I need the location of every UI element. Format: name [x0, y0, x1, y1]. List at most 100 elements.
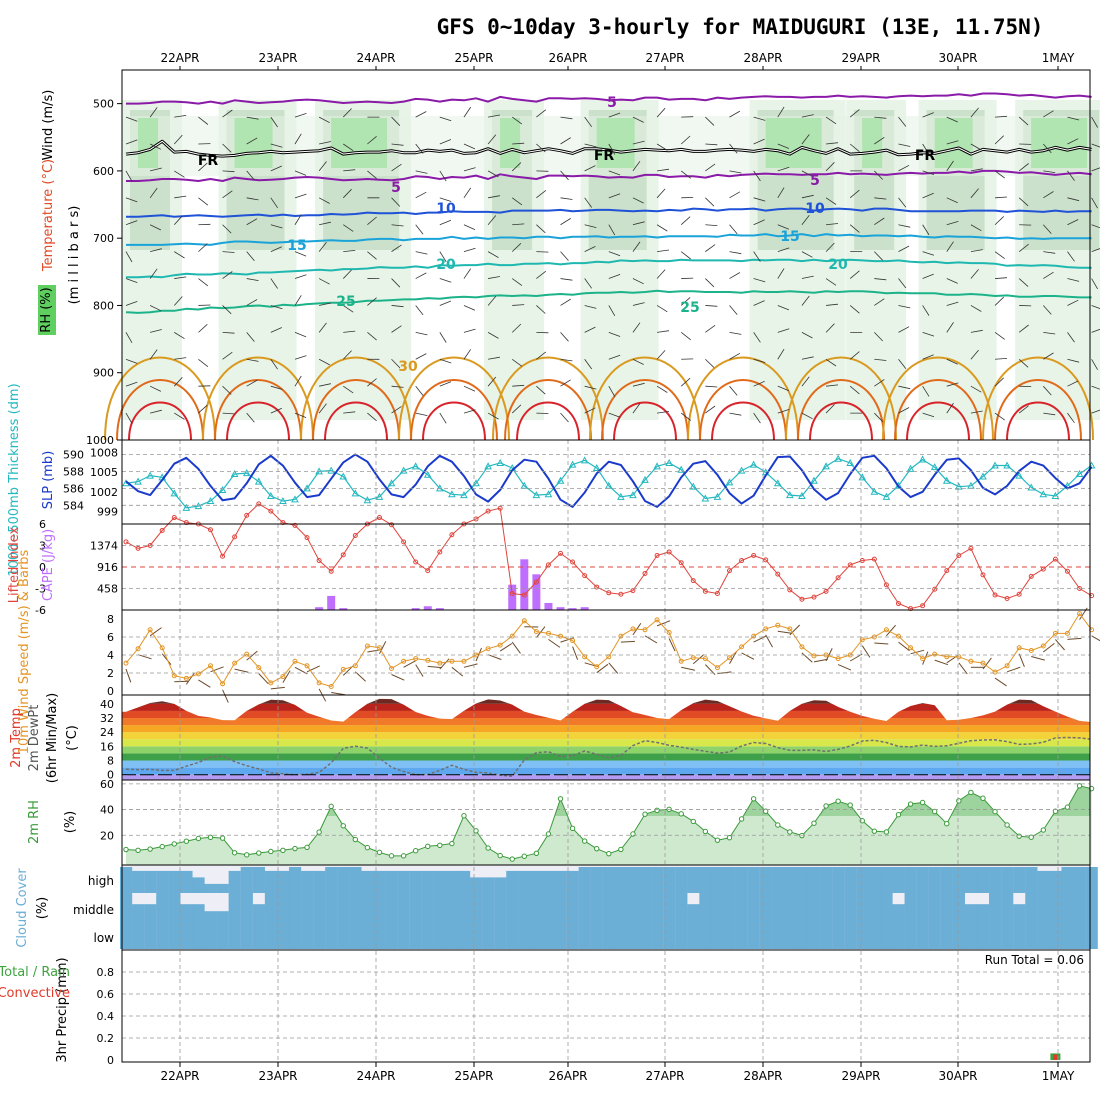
wind-barb-10m [608, 662, 619, 674]
wind-barb [270, 359, 278, 370]
wind-barb [849, 143, 860, 153]
wind-barb [632, 221, 645, 226]
cloud-level-label: middle [73, 903, 114, 917]
contour-label: 20 [828, 257, 848, 273]
warm-contour-35 [504, 379, 592, 441]
cloud-bar-high [1073, 867, 1086, 893]
rh-point [642, 811, 648, 817]
wind-barb-10m [874, 642, 889, 645]
wind-barb [367, 216, 377, 226]
wind-speed-point [195, 671, 201, 677]
cloud-bar-low [699, 921, 712, 949]
wind-barb [801, 295, 810, 306]
cloud-bar-high [337, 867, 350, 893]
wind-barb [1067, 299, 1079, 306]
wind-barb [463, 328, 476, 333]
cloud-bar-high [687, 867, 700, 893]
thickness-point [182, 503, 191, 511]
wind-barb [318, 116, 330, 124]
wind-speed-point [859, 637, 865, 643]
ytick-label-thickness: 590 [63, 448, 84, 461]
wind-barb [174, 170, 185, 178]
rh-point [521, 853, 528, 859]
wind-barb [270, 224, 283, 229]
rh-point [171, 841, 177, 847]
lifted-index-point [533, 579, 539, 585]
wind-barb-10m [149, 627, 162, 637]
wind-barb [173, 296, 183, 306]
cloud-bar-low [409, 921, 422, 949]
wind-barb [849, 270, 860, 279]
warm-contour-40 [422, 401, 486, 441]
wind-barb [729, 110, 741, 118]
cloud-bar-high [457, 870, 471, 893]
contour-label: 10 [805, 201, 825, 217]
ytick-label-precip: 0.6 [97, 988, 115, 1001]
cloud-bar-low [940, 921, 953, 949]
cloud-bar-middle [735, 893, 748, 921]
wind-barb-10m [1091, 635, 1100, 642]
cloud-bar-low [325, 921, 338, 949]
cloud-bar-low [144, 921, 157, 949]
cloud-bar-low [723, 921, 736, 949]
wind-barb [415, 272, 427, 279]
wind-barb [680, 251, 691, 260]
wind-barb [391, 305, 404, 308]
cloud-bar-low [1013, 921, 1026, 949]
wind-barb [415, 111, 427, 118]
wind-barb [511, 323, 522, 333]
wind-speed-point [1004, 663, 1010, 669]
lifted-index-point [521, 592, 527, 598]
lifted-index-point [256, 501, 262, 507]
thickness-point [834, 454, 842, 462]
wind-barb [777, 143, 790, 149]
cloud-bar-high [590, 867, 603, 893]
panel-cape-bg [122, 524, 1090, 610]
xtick-label-top: 23APR [258, 51, 297, 65]
wind-barb [149, 305, 162, 312]
ytick-label-precip: 0.8 [97, 966, 115, 979]
wind-barb [150, 329, 162, 333]
wind-barb [222, 351, 233, 360]
wind-barb [487, 412, 499, 420]
lifted-index-point [739, 558, 745, 564]
cloud-bar-low [120, 921, 133, 949]
wind-barb [439, 139, 452, 145]
cloud-bar-middle [192, 904, 205, 921]
wind-barb [560, 332, 569, 342]
wind-barb-10m [234, 668, 249, 673]
warm-contour-35 [994, 379, 1082, 441]
thickness-point [930, 463, 939, 471]
wind-speed-point [702, 656, 708, 662]
rh-point [992, 808, 998, 815]
ylabel-minmax: (6hr Min/Max) [45, 693, 60, 783]
wind-barb [680, 412, 691, 421]
wind-barb [874, 170, 883, 180]
wind-barb-10m [753, 635, 767, 643]
wind-barb [173, 215, 183, 225]
wind-barb [995, 115, 1008, 118]
thickness-point [592, 463, 601, 472]
cloud-bar-low [542, 921, 555, 949]
cloud-bar-high [626, 867, 640, 893]
wind-barb [946, 402, 954, 414]
thickness-point [460, 491, 468, 499]
wind-barb [246, 197, 259, 201]
wind-speed-point [570, 638, 576, 644]
cloud-bar-low [651, 921, 664, 949]
wind-barb [439, 197, 452, 202]
wind-barb [1043, 251, 1056, 254]
wind-barb [560, 278, 573, 281]
wind-speed-point [920, 656, 926, 662]
lifted-index-point [618, 591, 624, 597]
cloud-bar-high [868, 867, 881, 893]
wind-barb [801, 215, 810, 225]
cape-bar [544, 602, 553, 610]
cloud-bar-low [373, 921, 386, 949]
thickness-point [1027, 483, 1036, 491]
wind-barb [874, 278, 887, 281]
rh-point [352, 836, 359, 843]
cape-bar [508, 584, 517, 610]
wind-barb [753, 138, 765, 145]
wind-barb [922, 224, 930, 236]
